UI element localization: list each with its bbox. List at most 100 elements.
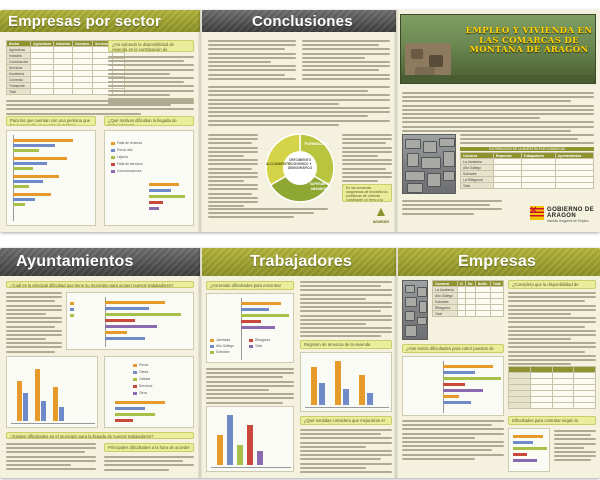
table-title-bar: DISTRIBUCIÓN DE LA MUESTRA POR COMARCAS [460,147,594,151]
cover-photo: EMPLEO Y VIVIENDA EN LAS COMARCAS DE MON… [400,14,596,84]
legend-item: Total [249,344,262,348]
legend-item: Precio alto [111,148,133,152]
section-band: Ayuntamientos [0,248,200,276]
chart-column [17,381,22,421]
bar-chart [300,352,392,412]
conclusions-wheel-diagram: CRECIMIENTO ECONÓMICO Y DEMOGRÁFICO FORM… [264,132,336,204]
chart-bar [13,167,33,170]
chart-column [227,415,233,465]
legend-item: Lejanía [111,155,128,159]
table-row [508,402,596,409]
chart-column [247,425,253,465]
chart-bar [105,337,145,340]
chart-bar [13,185,29,188]
bar-chart [508,428,550,472]
chart-bar [13,203,25,206]
chart-bar [105,319,135,322]
wheel-graphic [265,133,335,203]
cover-title: EMPLEO Y VIVIENDA EN LAS COMARCAS DE MON… [465,26,593,55]
chart-column [319,383,325,405]
table-row: Sobrarbe [432,298,505,305]
wheel-segment-label: FORMACIÓN [304,141,330,146]
chart-column [59,407,64,421]
chart-column [343,389,349,405]
chart-bar [13,198,35,201]
sample-distribution-table: Comarca Empresas Trabajadores Ayuntamien… [460,152,595,189]
chart-bar [443,401,471,404]
village-photo [402,280,428,340]
chart-bar [443,365,493,368]
section-heading: Conclusiones [252,13,353,30]
panel-empresas-por-sector: Empresas por sector Sector Agricultura I… [0,10,200,232]
chart-bar [13,162,47,165]
section-heading: Trabajadores [250,253,353,270]
chart-bar [241,302,281,305]
section-heading: Empresas por sector [8,13,162,30]
mountain-icon: ▲ [374,203,388,219]
question-box: ¿Ha valorado la disponibilidad de vivien… [108,40,194,52]
chart-column [367,393,373,405]
body-text [208,208,328,221]
chart-bar [13,180,43,183]
question-box: ¿Existen dificultades en el municipio pa… [6,432,194,439]
question-box: ¿Han tenido dificultades para cubrir pue… [402,344,504,353]
body-text [206,368,294,410]
body-text [6,443,96,472]
legend-item: Sobrarbe [210,350,230,354]
chart-bar [513,435,543,438]
section-heading: Ayuntamientos [16,253,134,270]
aramon-logo: ▲ aramon [372,203,390,224]
body-text [6,292,62,355]
section-band: Conclusiones [202,10,396,32]
body-text [402,92,594,134]
chart-bar [105,325,157,328]
bar-chart [206,406,294,472]
chart-column [257,451,263,465]
body-text [208,40,296,82]
bar-chart [6,356,98,428]
panel-ayuntamientos: Ayuntamientos ¿Cuál es la principal difi… [0,248,200,478]
table-row: Total [5,88,126,95]
chart-bar [513,453,527,456]
legend-item: Ribagorza [249,338,270,342]
section-heading: Empresas [458,253,537,270]
section-band: Empresas por sector [0,10,200,32]
wheel-segment-label: ALOJAMIENTO [266,162,291,166]
village-photo [402,134,456,194]
body-text [402,200,502,217]
chart-bar [105,307,149,310]
question-box: ¿Qué motivos dificultan la llegada de tr… [104,116,194,126]
question-box: Principales dificultades a la hora de ac… [104,443,194,452]
body-text [6,100,194,117]
chart-bar [105,301,165,304]
question-box: ¿Ha tenido dificultades para encontrar v… [206,281,294,290]
chart-bar [513,441,533,444]
chart-bar [13,157,67,160]
wheel-segment-label: SUPERAR EL ABANDONO [309,182,331,191]
body-text [402,420,504,462]
legend-chart: Falta de vivienda Precio alto Lejanía Fa… [104,130,194,226]
legend-item: Oferta [133,370,148,374]
chart-bar [443,389,483,392]
chart-column [35,369,40,421]
chart-column [217,435,223,465]
chart-bar [443,371,475,374]
chart-bar [105,331,127,334]
question-box: Para los que cuentan con una persona que… [6,116,96,126]
panel-empresas: Empresas Comarca Sí No Ns/Nc Total La Ja… [398,248,600,478]
section-band: Trabajadores [202,248,396,276]
legend-item: Falta de servicios [111,162,143,166]
chart-column [335,361,341,405]
aragon-flag-icon [530,206,544,220]
chart-bar [13,193,51,196]
legend-item: Falta de vivienda [111,141,142,145]
chart-column [53,387,58,421]
panel-cover: EMPLEO Y VIVIENDA EN LAS COMARCAS DE MON… [396,10,600,232]
question-box: En las comarcas aragonesas de montaña lo… [342,184,392,202]
legend-item: Precio [133,363,148,367]
brochure-outside: Empresas por sector Sector Agricultura I… [0,10,600,232]
gobierno-aragon-logo: GOBIERNO DE ARAGON Instituto Aragonés de… [530,204,596,228]
chart-bar [443,383,465,386]
chart-column [23,393,28,421]
legend-item: Servicios [133,384,152,388]
